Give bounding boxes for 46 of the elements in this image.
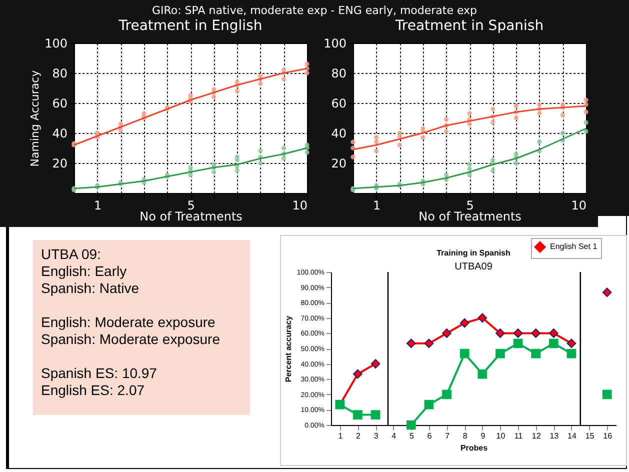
chart-title: Treatment in English [118, 18, 262, 34]
x-tick-label: 7 [445, 432, 450, 440]
y-tick-label: 100 [44, 36, 68, 50]
y-tick-label: 20 [52, 156, 68, 170]
x-tick-label: 8 [462, 432, 468, 440]
x-tick-label: 5 [466, 198, 474, 212]
x-tick-label: 5 [187, 198, 195, 212]
text: GIRo: SPA native, moderate exp - ENG early, moderate exp [150, 4, 478, 17]
x-tick-label: 5 [409, 432, 414, 440]
x-tick-label: 1 [94, 198, 102, 212]
x-tick-label: 3 [374, 432, 379, 440]
x-tick-label: 10 [496, 432, 506, 440]
x-tick-label: 15 [585, 432, 595, 440]
y-tick-label: 60 [331, 96, 346, 110]
x-axis-title: Probes [460, 444, 488, 452]
y-axis-title: Percent accuracy [284, 315, 293, 382]
x-tick-label: 12 [532, 432, 542, 440]
x-tick-label: 16 [603, 432, 613, 440]
chart-title: Training in Spanish [436, 248, 510, 258]
x-tick-label: 2 [356, 432, 361, 440]
y-axis-title: Naming Accuracy [28, 70, 42, 167]
x-tick-label: 14 [568, 432, 577, 440]
x-tick-label: 13 [550, 432, 560, 440]
y-tick-label: 80 [52, 66, 68, 80]
chart-title: Treatment in Spanish [394, 18, 544, 34]
x-tick-label: 10 [292, 198, 308, 212]
x-tick-label: 9 [480, 432, 486, 440]
y-tick-label: 20 [331, 156, 346, 170]
text: Spanish ES: 10.97 English ES: 2.07 [41, 365, 158, 399]
x-tick-label: 1 [338, 432, 344, 440]
y-tick-label: 40 [331, 126, 346, 140]
y-tick-label: 60 [52, 96, 68, 110]
x-tick-label: 6 [427, 432, 432, 440]
y-tick-label: 40 [52, 126, 68, 140]
x-tick-label: 1 [372, 198, 381, 212]
text: UTBA 09: English: Early Spanish: Native [41, 246, 140, 297]
legend-label: English Set 1 [550, 242, 598, 251]
text: English: Moderate exposure Spanish: Moderate exposure [41, 314, 221, 348]
chart-subtitle: UTBA09 [454, 262, 493, 272]
x-axis-title: No of Treatments [140, 210, 242, 224]
x-tick-label: 10 [571, 198, 586, 212]
y-tick-label: 100 [324, 36, 346, 50]
y-tick-label: 80 [331, 66, 346, 80]
x-tick-label: 11 [514, 432, 524, 440]
x-tick-label: 4 [392, 432, 397, 440]
x-axis-title: No of Treatments [418, 210, 522, 224]
